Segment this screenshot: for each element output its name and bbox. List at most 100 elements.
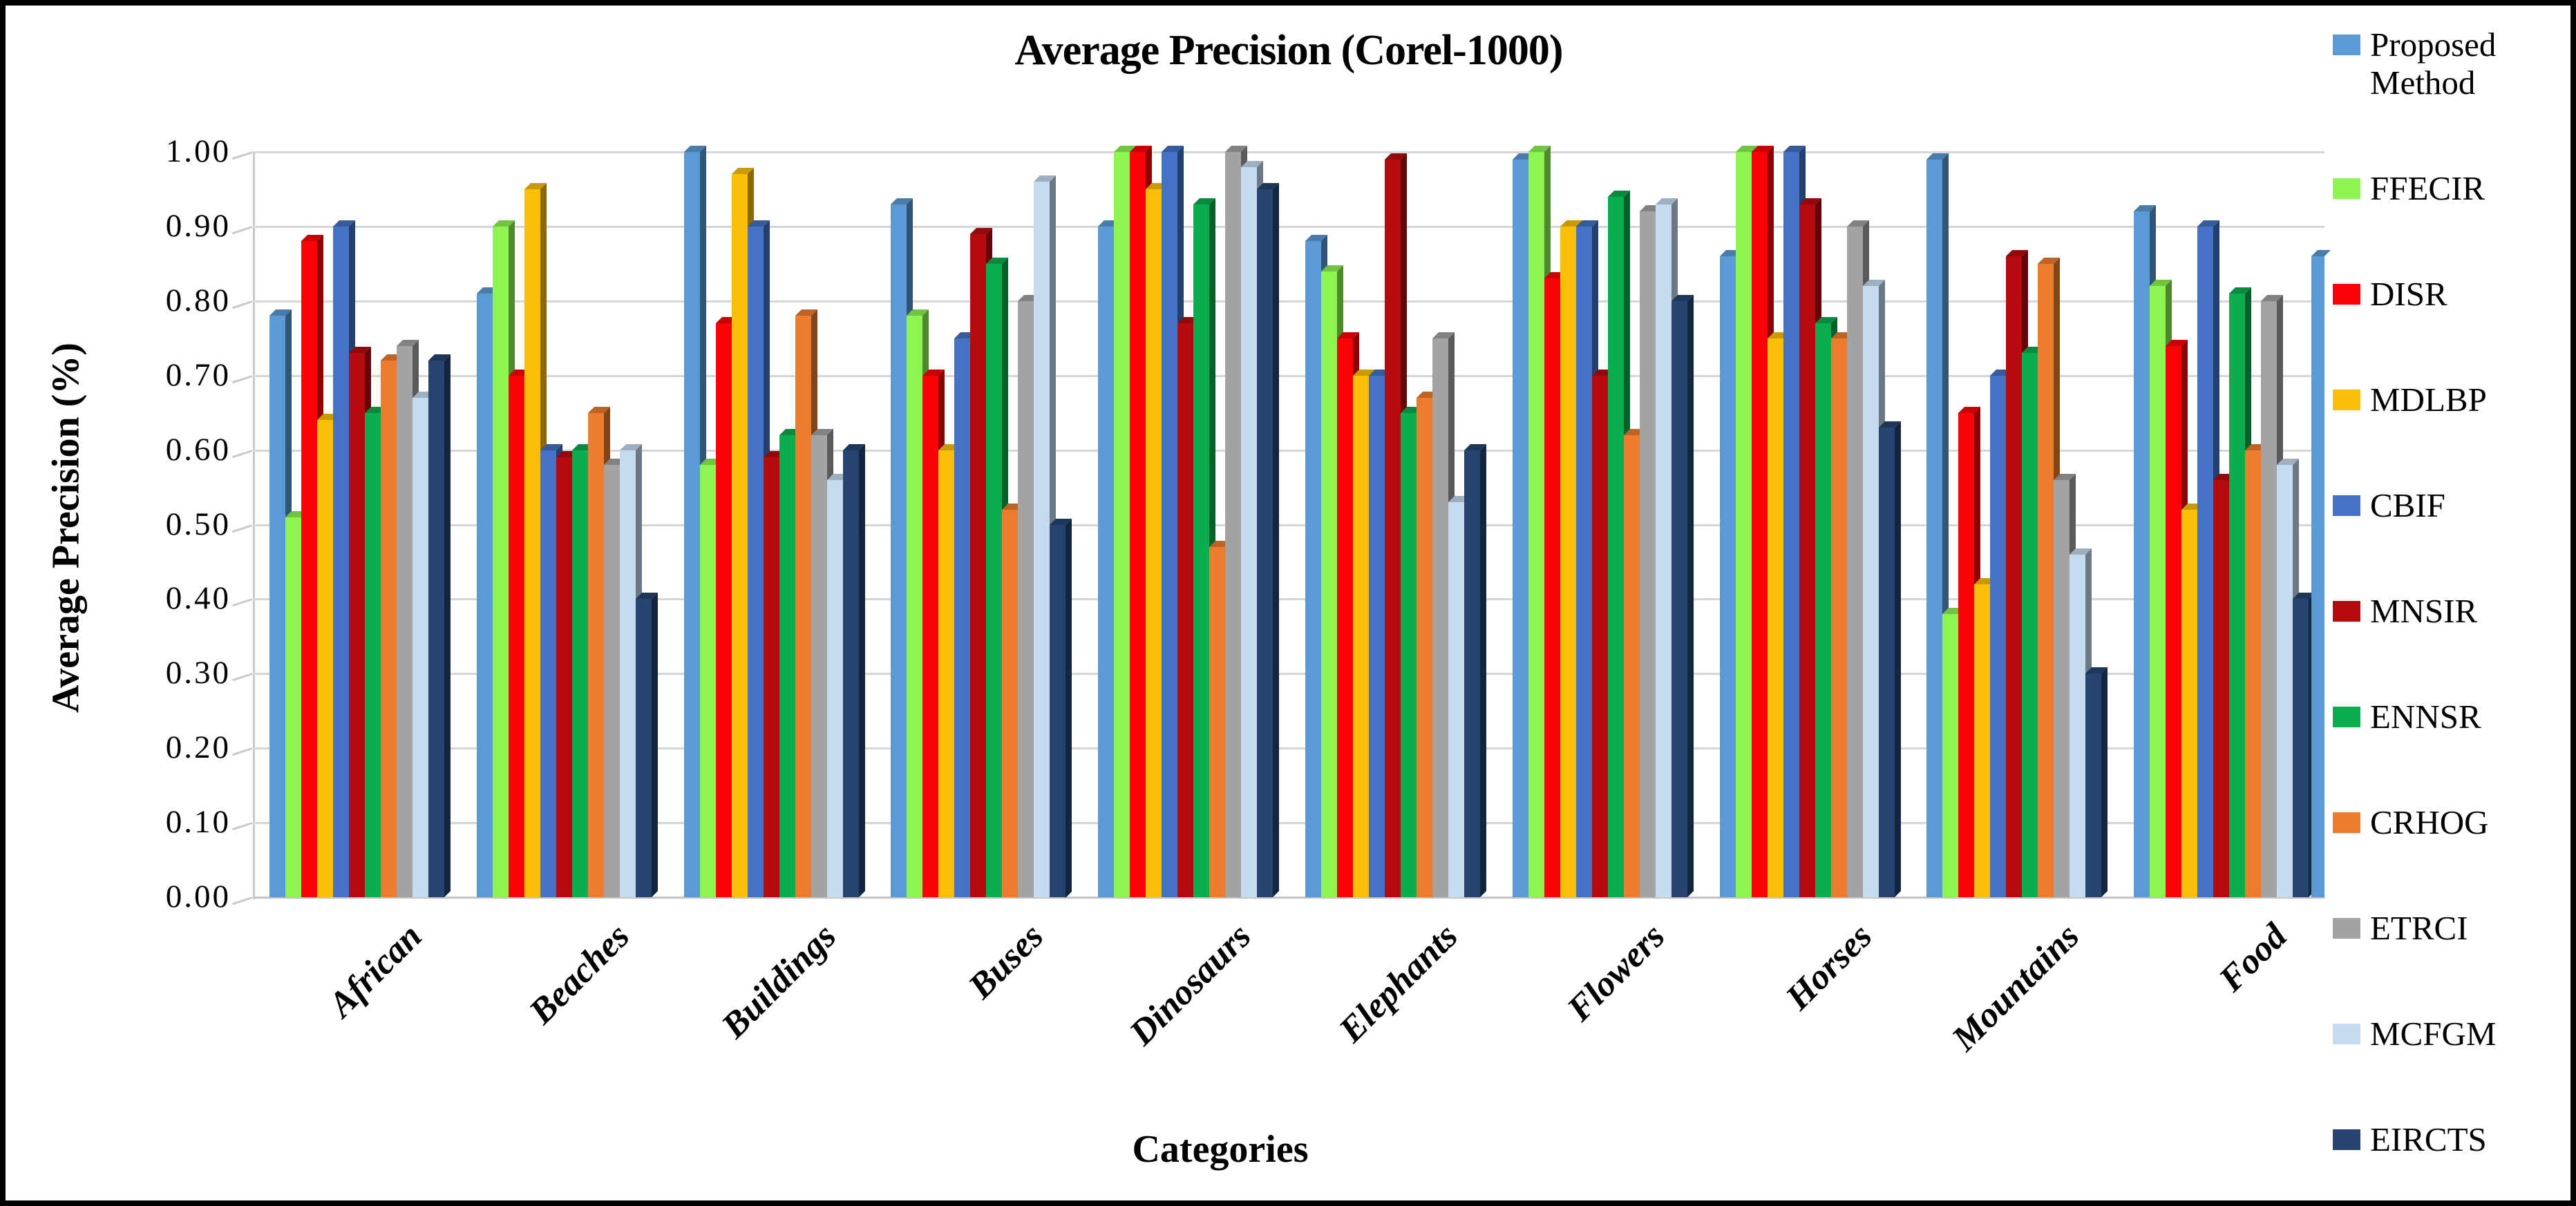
bar-disr-flowers	[1544, 272, 1566, 897]
bar-cbif-buildings	[747, 220, 770, 897]
bar-ennsr-dinosaurs	[1193, 198, 1216, 897]
bar-mdlbp-dinosaurs	[1146, 182, 1168, 897]
y-axis-tick	[232, 449, 253, 458]
bar-ffecir-dinosaurs	[1114, 146, 1137, 897]
legend-swatch	[2333, 1024, 2360, 1045]
legend-item-mcfgm: MCFGM	[2333, 1015, 2561, 1053]
bar-disr-beaches	[508, 369, 531, 897]
legend-label: MDLBP	[2370, 380, 2487, 419]
clipped-bar-artifact	[2311, 250, 2331, 897]
y-tick-label: 0.80	[165, 282, 231, 318]
bar-disr-food	[2166, 339, 2188, 897]
y-tick-label: 1.00	[165, 133, 231, 169]
bar-ffecir-mountains	[1942, 607, 1965, 897]
bar-cbif-beaches	[540, 443, 562, 897]
gridline	[253, 449, 2324, 452]
bar-ennsr-buildings	[779, 429, 802, 897]
bar-group-buses	[874, 152, 1081, 897]
bar-group-african	[253, 152, 460, 897]
y-axis-tick	[232, 151, 253, 160]
bar-crhog-flowers	[1623, 429, 1646, 897]
legend-label: MCFGM	[2370, 1015, 2497, 1053]
gridline	[253, 747, 2324, 750]
bar-side-face	[858, 443, 865, 897]
gridline	[253, 151, 2324, 153]
legend-swatch	[2333, 495, 2360, 516]
bar-mdlbp-african	[317, 414, 339, 897]
y-tick-label: 0.60	[165, 431, 231, 468]
bar-mcfgm-dinosaurs	[1241, 160, 1264, 897]
bar-ennsr-buses	[986, 257, 1009, 897]
bar-eircts-flowers	[1671, 294, 1694, 897]
bar-proposed-method-flowers	[1512, 153, 1535, 897]
bar-disr-african	[301, 235, 323, 897]
bar-cbif-flowers	[1575, 220, 1598, 897]
y-axis-tick	[232, 897, 253, 906]
bar-cbif-horses	[1783, 146, 1806, 897]
legend-item-proposed-method: Proposed Method	[2333, 26, 2561, 102]
bar-etrci-buses	[1018, 294, 1041, 897]
bar-ennsr-horses	[1815, 317, 1837, 897]
legend-swatch	[2333, 178, 2360, 199]
gridline	[253, 374, 2324, 377]
bar-etrci-african	[397, 339, 419, 897]
bar-eircts-food	[2293, 593, 2315, 897]
bar-crhog-buildings	[795, 309, 817, 897]
bar-side-face	[651, 593, 658, 897]
bar-mnsir-food	[2213, 473, 2236, 897]
bar-disr-buses	[922, 369, 945, 897]
bar-mnsir-mountains	[2006, 250, 2029, 897]
legend-label: EIRCTS	[2370, 1120, 2487, 1159]
bar-ffecir-elephants	[1321, 265, 1343, 897]
legend-swatch	[2333, 35, 2360, 55]
bar-crhog-elephants	[1417, 392, 1439, 897]
y-axis-tick	[232, 374, 253, 383]
y-tick-label: 0.30	[165, 655, 231, 691]
bar-ennsr-beaches	[571, 443, 594, 897]
bar-group-food	[2117, 152, 2324, 897]
x-tick-label: Buses	[961, 916, 1052, 1006]
bar-etrci-horses	[1846, 220, 1869, 897]
y-axis-tick	[232, 747, 253, 756]
bar-disr-dinosaurs	[1130, 146, 1153, 897]
bar-crhog-food	[2245, 443, 2268, 897]
bar-cbif-african	[333, 220, 355, 897]
legend-label: ETRCI	[2370, 909, 2468, 947]
bar-proposed-method-mountains	[1926, 153, 1949, 897]
bar-group-mountains	[1910, 152, 2117, 897]
bar-proposed-method-dinosaurs	[1098, 220, 1121, 897]
bar-eircts-beaches	[635, 593, 658, 897]
bar-side-face	[2101, 667, 2108, 897]
bar-ennsr-flowers	[1607, 190, 1630, 897]
x-tick-label: Horses	[1779, 916, 1880, 1018]
bar-mcfgm-mountains	[2070, 548, 2092, 897]
bar-ffecir-buses	[907, 309, 929, 897]
bar-cbif-mountains	[1990, 369, 2013, 897]
bar-eircts-mountains	[2085, 667, 2108, 897]
bar-etrci-buildings	[811, 429, 833, 897]
x-tick-label: Buildings	[714, 916, 844, 1046]
bar-mnsir-dinosaurs	[1177, 317, 1200, 897]
plot-area	[253, 146, 2331, 899]
bar-mdlbp-flowers	[1560, 220, 1582, 897]
bar-mdlbp-food	[2181, 503, 2204, 897]
bar-eircts-african	[428, 354, 451, 897]
gridline	[253, 673, 2324, 676]
bar-group-beaches	[460, 152, 667, 897]
y-tick-label: 0.70	[165, 356, 231, 393]
bar-crhog-buses	[1002, 503, 1025, 897]
bar-mdlbp-mountains	[1974, 577, 1997, 897]
bar-group-horses	[1703, 146, 1911, 897]
legend-swatch	[2333, 600, 2360, 622]
bar-proposed-method-elephants	[1305, 235, 1327, 897]
bar-disr-elephants	[1337, 332, 1359, 897]
legend-swatch	[2333, 389, 2360, 410]
bar-cbif-dinosaurs	[1162, 146, 1184, 897]
bar-mcfgm-flowers	[1655, 198, 1678, 897]
legend-item-ffecir: FFECIR	[2333, 169, 2561, 208]
bar-etrci-dinosaurs	[1225, 146, 1248, 897]
bar-crhog-mountains	[2038, 257, 2061, 897]
gridline	[253, 897, 2324, 899]
x-axis-title: Categories	[1132, 1128, 1309, 1171]
legend-item-crhog: CRHOG	[2333, 803, 2561, 842]
